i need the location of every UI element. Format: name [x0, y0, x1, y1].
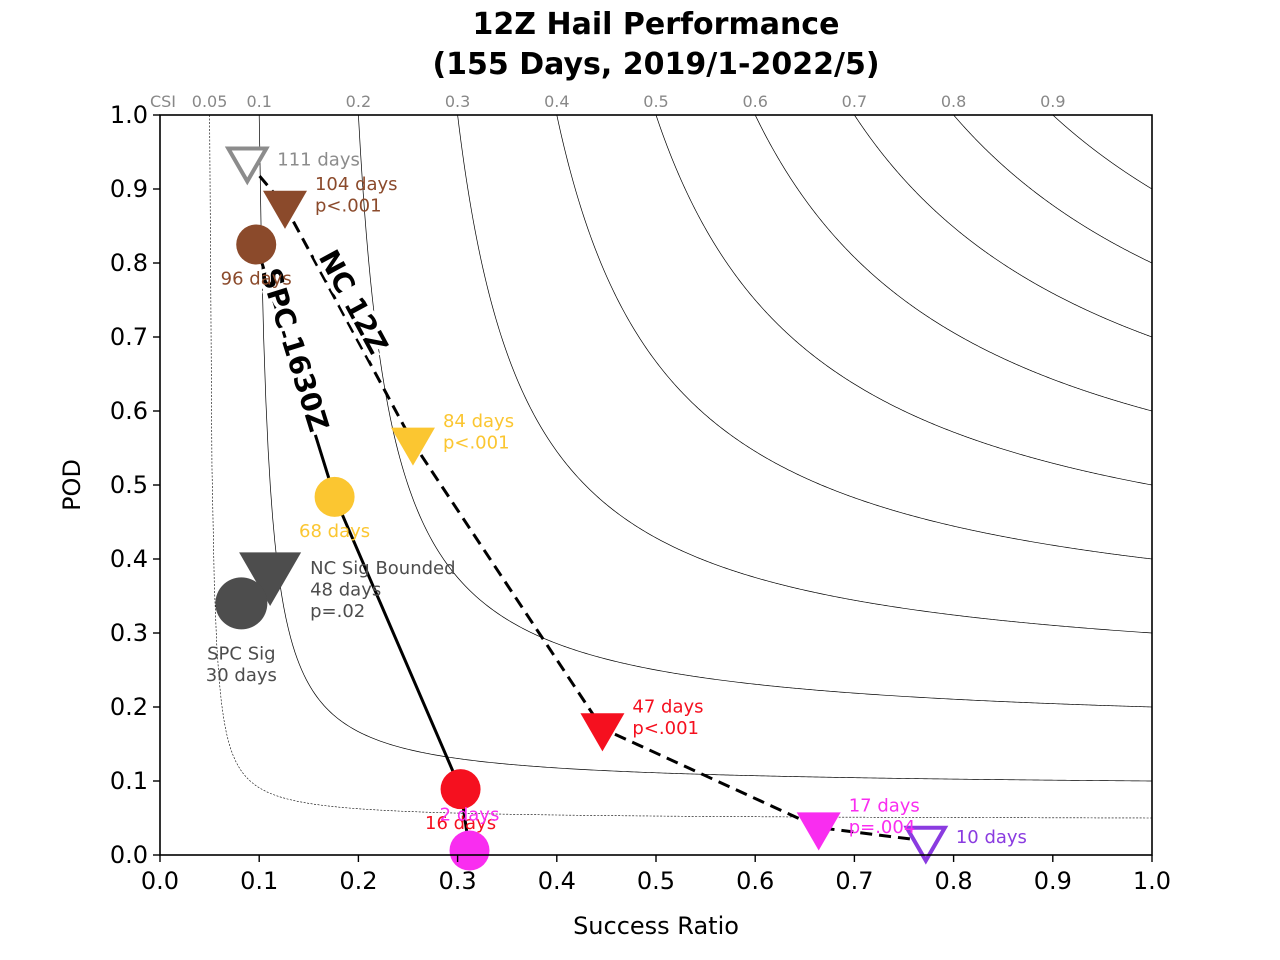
- csi-contour-line: [854, 115, 1152, 338]
- y-tick-label: 0.4: [110, 545, 148, 573]
- csi-contour-line: [754, 115, 1152, 412]
- x-tick-label: 0.8: [935, 867, 973, 895]
- csi-value-label: 0.6: [742, 92, 767, 111]
- sig-triangle-marker: [239, 552, 302, 607]
- csi-contour-line: [258, 115, 1152, 782]
- csi-contour-line: [1052, 115, 1152, 190]
- y-axis-label: POD: [58, 459, 86, 511]
- triangle-marker: [580, 713, 625, 752]
- chart-title: 12Z Hail Performance: [473, 7, 840, 42]
- point-label: 111 days: [277, 150, 360, 171]
- x-tick-label: 0.5: [637, 867, 675, 895]
- y-tick-label: 0.6: [110, 397, 148, 425]
- point-label: 104 days p<.001: [315, 174, 398, 217]
- csi-contour-line: [556, 115, 1152, 560]
- point-label: 68 days: [299, 521, 370, 542]
- y-tick-label: 0.9: [110, 175, 148, 203]
- sig-point-label: NC Sig Bounded 48 days p=.02: [310, 558, 455, 622]
- y-tick-label: 0.8: [110, 249, 148, 277]
- x-tick-label: 0.1: [240, 867, 278, 895]
- point-label: 10 days: [956, 827, 1027, 848]
- x-axis-label: Success Ratio: [573, 912, 739, 940]
- series-label: NC 12Z: [312, 244, 395, 359]
- sig-circle-marker: [215, 577, 268, 630]
- csi-value-label: 0.3: [445, 92, 470, 111]
- y-tick-label: 0.1: [110, 767, 148, 795]
- csi-contour-line: [655, 115, 1152, 486]
- triangle-marker: [262, 190, 307, 229]
- x-tick-label: 0.2: [339, 867, 377, 895]
- y-tick-label: 0.2: [110, 693, 148, 721]
- x-tick-label: 0.4: [538, 867, 576, 895]
- csi-value-label: 0.5: [643, 92, 668, 111]
- csi-value-label: 0.2: [346, 92, 371, 111]
- circle-marker: [314, 476, 355, 517]
- series-line: [254, 244, 471, 851]
- y-tick-label: 0.0: [110, 841, 148, 869]
- csi-value-label: 0.9: [1040, 92, 1065, 111]
- circle-marker: [440, 769, 481, 810]
- csi-labels: 0.05 0.1 0.2 0.3 0.4 0.5 0.6 0.7 0.8 0.9 CSI: [150, 92, 1066, 111]
- series-label: SPC 1630Z: [254, 264, 336, 435]
- x-tick-label: 0.0: [141, 867, 179, 895]
- plot-frame: [159, 114, 1153, 856]
- csi-value-label: 0.05: [192, 92, 228, 111]
- y-tick-label: 0.7: [110, 323, 148, 351]
- data-markers: [215, 146, 949, 871]
- csi-value-label: 0.4: [544, 92, 569, 111]
- triangle-marker: [796, 812, 841, 851]
- point-label: 96 days: [221, 269, 292, 290]
- x-tick-label: 0.6: [736, 867, 774, 895]
- chart-subtitle: (155 Days, 2019/1-2022/5): [432, 47, 879, 82]
- point-label: 84 days p<.001: [443, 411, 514, 454]
- triangle-marker: [390, 427, 435, 466]
- point-label: 2 days: [440, 805, 500, 826]
- csi-contour-line: [209, 115, 1152, 819]
- point-label: 16 days: [425, 813, 496, 834]
- point-labels: 111 days 104 days p<.001 84 days p<.001 47 da…: [206, 150, 1027, 848]
- circle-marker: [449, 830, 490, 871]
- x-tick-label: 0.7: [835, 867, 873, 895]
- axes: 0.0 0.1 0.2 0.3 0.4 0.5 0.6 0.7 0.8 0.9 1.0 0.0 0.1 0…: [110, 101, 1171, 895]
- y-tick-label: 0.3: [110, 619, 148, 647]
- x-tick-label: 0.9: [1034, 867, 1072, 895]
- hollow-triangle-marker: [903, 825, 949, 865]
- csi-contour-line: [953, 115, 1152, 264]
- csi-contour-line: [358, 115, 1152, 708]
- csi-label: CSI: [150, 92, 176, 111]
- point-label: 17 days p=.004: [849, 796, 920, 839]
- csi-value-label: 0.7: [842, 92, 867, 111]
- csi-value-label: 0.8: [941, 92, 966, 111]
- y-tick-label: 0.5: [110, 471, 148, 499]
- x-tick-label: 0.3: [439, 867, 477, 895]
- csi-value-label: 0.1: [246, 92, 271, 111]
- hollow-triangle-marker: [224, 146, 270, 186]
- y-tick-label: 1.0: [110, 101, 148, 129]
- x-tick-label: 1.0: [1133, 867, 1171, 895]
- circle-marker: [236, 224, 277, 265]
- csi-contour-line: [457, 115, 1152, 634]
- point-label: 47 days p<.001: [632, 696, 703, 739]
- sig-point-label: SPC Sig 30 days: [206, 643, 277, 686]
